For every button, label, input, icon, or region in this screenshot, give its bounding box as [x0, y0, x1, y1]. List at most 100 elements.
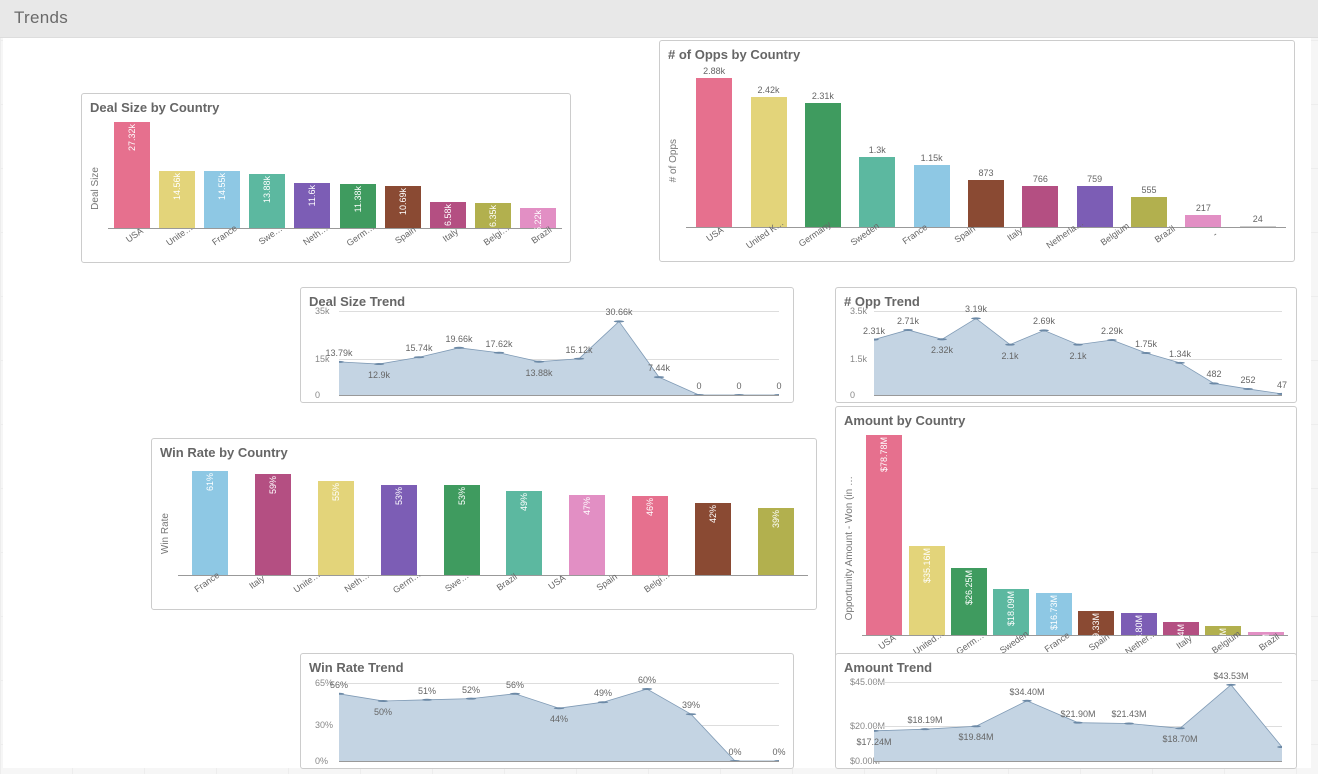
point-label: 7.44k — [648, 363, 670, 373]
point-label: 30.66k — [605, 307, 632, 317]
point-label: 0 — [776, 381, 781, 391]
bar-value: $26.25M — [964, 568, 974, 607]
bar[interactable]: 2.42k — [744, 66, 792, 227]
bar[interactable]: 39% — [747, 464, 804, 575]
panel-amount-country[interactable]: Amount by CountryOpportunity Amount - Wo… — [835, 406, 1297, 670]
chart-title: Win Rate Trend — [309, 660, 785, 675]
bar-value: 11.38k — [353, 184, 363, 214]
bar-value: $16.73M — [1049, 593, 1059, 632]
chart-title: # of Opps by Country — [668, 47, 1286, 62]
y-tick: 35k — [315, 306, 330, 316]
point-label: 17.62k — [485, 339, 512, 349]
bar[interactable]: 14.56k — [157, 119, 196, 228]
gridline — [874, 761, 1282, 762]
bar[interactable]: 5.22k — [519, 119, 558, 228]
bar[interactable]: 1.3k — [853, 66, 901, 227]
panel-amount-trend[interactable]: Amount Trend$0.00M$20.00M$45.00M$17.24M$… — [835, 653, 1297, 769]
line-area[interactable]: 015k35k13.79k12.9k15.74k19.66k17.62k13.8… — [309, 311, 785, 395]
line-area[interactable]: 01.5k3.5k2.31k2.71k2.32k3.19k2.1k2.69k2.… — [844, 311, 1288, 395]
bar[interactable]: 49% — [496, 464, 553, 575]
y-tick: 3.5k — [850, 306, 867, 316]
bar[interactable]: 53% — [433, 464, 490, 575]
bar[interactable]: $18.09M — [993, 432, 1029, 635]
bar[interactable]: $8.80M — [1120, 432, 1156, 635]
gridline — [339, 395, 779, 396]
bar[interactable]: 11.38k — [338, 119, 377, 228]
point-label: $18.70M — [1162, 734, 1197, 744]
line-area[interactable]: 0%30%65%56%50%51%52%56%44%49%60%39%0%0% — [309, 677, 785, 761]
bar-value: 27.32k — [127, 122, 137, 153]
bar-value: 2.42k — [758, 85, 780, 95]
bar[interactable]: 11.6k — [293, 119, 332, 228]
y-axis-label: Deal Size — [90, 167, 101, 210]
bar-value: 6.35k — [488, 203, 498, 229]
point-label: $21.43M — [1111, 709, 1146, 719]
point-label: 2.69k — [1033, 316, 1055, 326]
point-label: 0% — [728, 747, 741, 757]
bar-value: 47% — [582, 495, 592, 517]
gridline — [339, 761, 779, 762]
bar-value: 217 — [1196, 203, 1211, 213]
bar[interactable]: 555 — [1125, 66, 1173, 227]
bar[interactable]: 55% — [308, 464, 365, 575]
bar[interactable]: 2.31k — [799, 66, 847, 227]
bar[interactable]: 27.32k — [112, 119, 151, 228]
chart-title: # Opp Trend — [844, 294, 1288, 309]
bar[interactable]: $26.25M — [951, 432, 987, 635]
bar-value: 55% — [331, 481, 341, 503]
bar[interactable]: $5.04M — [1163, 432, 1199, 635]
y-tick: 30% — [315, 720, 333, 730]
bar[interactable]: $35.16M — [908, 432, 944, 635]
bar[interactable]: 47% — [559, 464, 616, 575]
dashboard-canvas: Deal Size by CountryDeal Size27.32k14.56… — [3, 38, 1311, 768]
bar[interactable]: 1.15k — [907, 66, 955, 227]
point-label: $19.84M — [958, 732, 993, 742]
bar-value: 46% — [645, 496, 655, 518]
y-tick: 0 — [850, 390, 855, 400]
panel-deal-size-trend[interactable]: Deal Size Trend015k35k13.79k12.9k15.74k1… — [300, 287, 794, 403]
point-label: 2.1k — [1001, 351, 1018, 361]
bar[interactable]: 13.88k — [248, 119, 287, 228]
panel-win-rate-country[interactable]: Win Rate by CountryWin Rate61%59%55%53%5… — [151, 438, 817, 610]
point-label: 0 — [736, 381, 741, 391]
line-area[interactable]: $0.00M$20.00M$45.00M$17.24M$18.19M$19.84… — [844, 677, 1288, 761]
point-label: 13.88k — [525, 368, 552, 378]
bar[interactable]: 6.58k — [428, 119, 467, 228]
bar[interactable]: 766 — [1016, 66, 1064, 227]
point-label: 50% — [374, 707, 392, 717]
bar[interactable]: $3.52M — [1205, 432, 1241, 635]
bar-value: 13.88k — [262, 174, 272, 205]
bar[interactable]: $1.13M — [1248, 432, 1284, 635]
bar[interactable]: 14.55k — [202, 119, 241, 228]
bar[interactable]: 53% — [370, 464, 427, 575]
bar[interactable]: $9.33M — [1078, 432, 1114, 635]
y-tick: 1.5k — [850, 354, 867, 364]
bar[interactable]: 873 — [962, 66, 1010, 227]
panel-deal-size-country[interactable]: Deal Size by CountryDeal Size27.32k14.56… — [81, 93, 571, 263]
page-header: Trends — [0, 0, 1318, 38]
bar[interactable]: 10.69k — [383, 119, 422, 228]
bar-value: 42% — [708, 503, 718, 525]
bar[interactable]: 6.35k — [474, 119, 513, 228]
bar[interactable]: 217 — [1179, 66, 1227, 227]
bar[interactable]: 46% — [622, 464, 679, 575]
bar[interactable]: 61% — [182, 464, 239, 575]
bar[interactable]: 42% — [684, 464, 741, 575]
bar[interactable]: 2.88k — [690, 66, 738, 227]
point-label: 56% — [330, 680, 348, 690]
bar[interactable]: 24 — [1234, 66, 1282, 227]
panel-win-rate-trend[interactable]: Win Rate Trend0%30%65%56%50%51%52%56%44%… — [300, 653, 794, 769]
bar-value: 53% — [394, 485, 404, 507]
panel-opps-country[interactable]: # of Opps by Country# of Opps2.88k2.42k2… — [659, 40, 1295, 262]
panel-opp-trend[interactable]: # Opp Trend01.5k3.5k2.31k2.71k2.32k3.19k… — [835, 287, 1297, 403]
chart-title: Win Rate by Country — [160, 445, 808, 460]
bar[interactable]: 759 — [1071, 66, 1119, 227]
point-label: 2.31k — [863, 326, 885, 336]
bar[interactable]: $78.78M — [866, 432, 902, 635]
bar[interactable]: $16.73M — [1036, 432, 1072, 635]
point-label: $34.40M — [1009, 687, 1044, 697]
bar-value: $35.16M — [922, 546, 932, 585]
point-label: $21.90M — [1060, 709, 1095, 719]
bar[interactable]: 59% — [245, 464, 302, 575]
point-label: 2.1k — [1069, 351, 1086, 361]
